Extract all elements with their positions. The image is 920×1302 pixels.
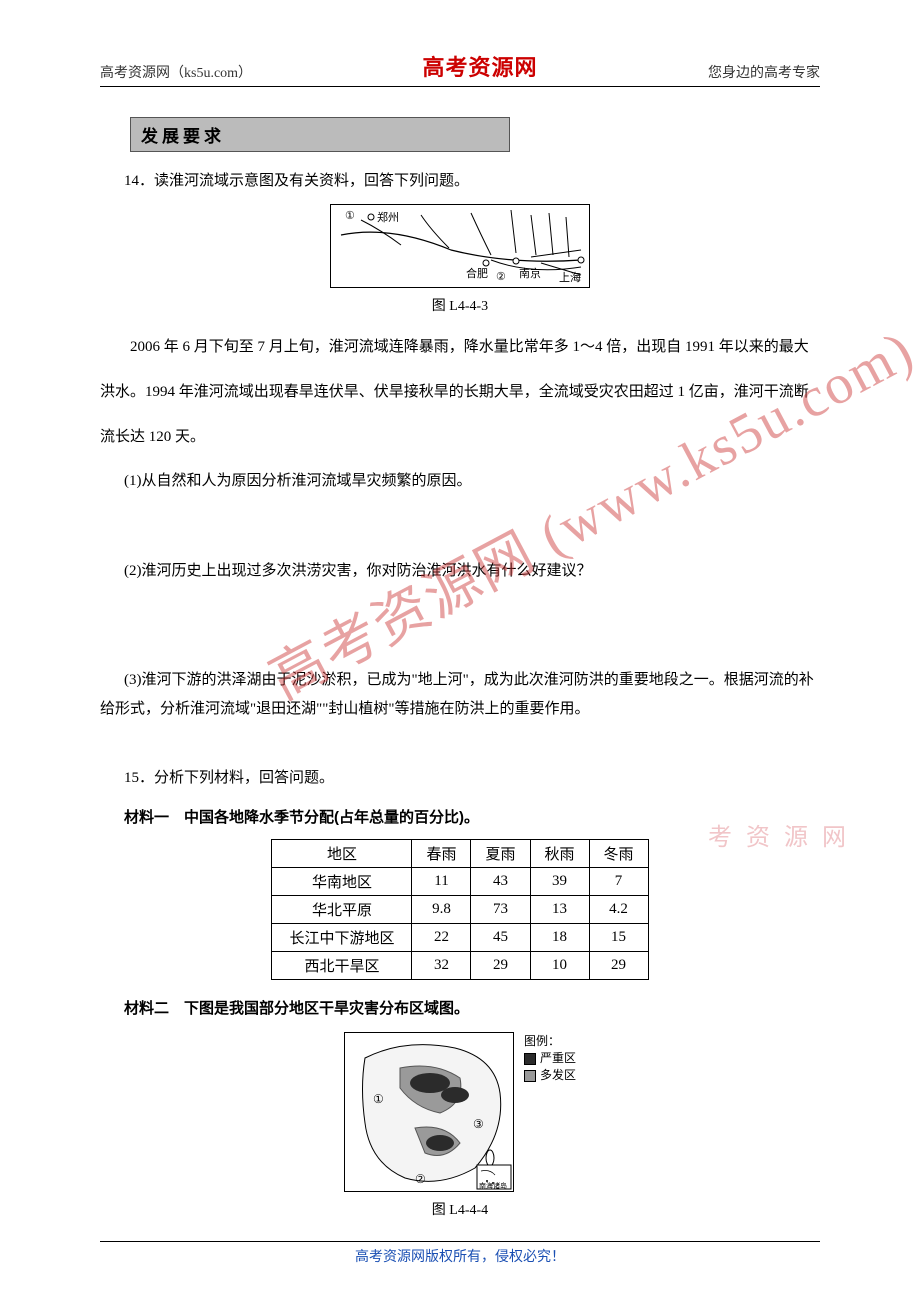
- huaihe-map-icon: ① 郑州 合肥 ② 南京 上海: [330, 204, 590, 288]
- drought-map-icon: ① ② ③ 南海诸岛: [344, 1032, 514, 1192]
- svg-text:②: ②: [496, 271, 506, 283]
- th-spring: 春雨: [412, 840, 471, 868]
- q14-stem: 14．读淮河流域示意图及有关资料，回答下列问题。: [100, 166, 820, 196]
- svg-text:南京: 南京: [519, 266, 541, 280]
- svg-text:上海: 上海: [559, 270, 581, 284]
- legend-frequent: 多发区: [524, 1066, 576, 1083]
- th-autumn: 秋雨: [530, 840, 589, 868]
- svg-text:③: ③: [473, 1117, 484, 1131]
- section-badge: 发展要求: [130, 117, 510, 152]
- legend-severe: 严重区: [524, 1049, 576, 1066]
- svg-text:②: ②: [415, 1172, 426, 1186]
- page-footer: 高考资源网版权所有，侵权必究！: [100, 1241, 820, 1266]
- header-center-logo: 高考资源网: [423, 50, 538, 82]
- q14-sub3: (3)淮河下游的洪泽湖由于泥沙淤积，已成为"地上河"，成为此次淮河防洪的重要地段…: [100, 666, 820, 723]
- svg-text:①: ①: [373, 1092, 384, 1106]
- table-row: 华北平原 9.8 73 13 4.2: [272, 896, 648, 924]
- q14-sub2: (2)淮河历史上出现过多次洪涝灾害，你对防治淮河洪水有什么好建议？: [100, 556, 820, 586]
- th-region: 地区: [272, 840, 412, 868]
- q14-paragraph: 2006 年 6 月下旬至 7 月上旬，淮河流域连降暴雨，降水量比常年多 1～4…: [100, 325, 820, 460]
- table-header-row: 地区 春雨 夏雨 秋雨 冬雨: [272, 840, 648, 868]
- svg-text:郑州: 郑州: [377, 210, 399, 224]
- svg-text:南海诸岛: 南海诸岛: [479, 1181, 507, 1190]
- q14-sub1: (1)从自然和人为原因分析淮河流域旱灾频繁的原因。: [100, 466, 820, 496]
- header-left: 高考资源网（ks5u.com）: [100, 62, 252, 82]
- svg-text:合肥: 合肥: [466, 266, 488, 280]
- table-row: 长江中下游地区 22 45 18 15: [272, 924, 648, 952]
- th-winter: 冬雨: [589, 840, 648, 868]
- table-row: 华南地区 11 43 39 7: [272, 868, 648, 896]
- page-header: 高考资源网（ks5u.com） 高考资源网 您身边的高考专家: [100, 50, 820, 87]
- table-row: 西北干旱区 32 29 10 29: [272, 952, 648, 980]
- precip-table: 地区 春雨 夏雨 秋雨 冬雨 华南地区 11 43 39 7 华北平原 9.8 …: [271, 839, 648, 980]
- map-legend: 图例： 严重区 多发区: [524, 1032, 576, 1083]
- legend-title: 图例：: [524, 1032, 576, 1049]
- material-2-title: 材料二 下图是我国部分地区干旱灾害分布区域图。: [100, 994, 820, 1024]
- figure-l4-4-4: ① ② ③ 南海诸岛 图例： 严重区 多发区 图 L4-4-4: [100, 1032, 820, 1219]
- figure-caption-1: 图 L4-4-3: [100, 295, 820, 315]
- svg-text:①: ①: [345, 210, 355, 222]
- th-summer: 夏雨: [471, 840, 530, 868]
- header-right: 您身边的高考专家: [708, 62, 820, 82]
- figure-caption-2: 图 L4-4-4: [100, 1199, 820, 1219]
- material-1-title: 材料一 中国各地降水季节分配(占年总量的百分比)。: [100, 803, 820, 833]
- figure-l4-4-3: ① 郑州 合肥 ② 南京 上海 图 L4-4-3: [100, 204, 820, 315]
- q15-stem: 15．分析下列材料，回答问题。: [100, 763, 820, 793]
